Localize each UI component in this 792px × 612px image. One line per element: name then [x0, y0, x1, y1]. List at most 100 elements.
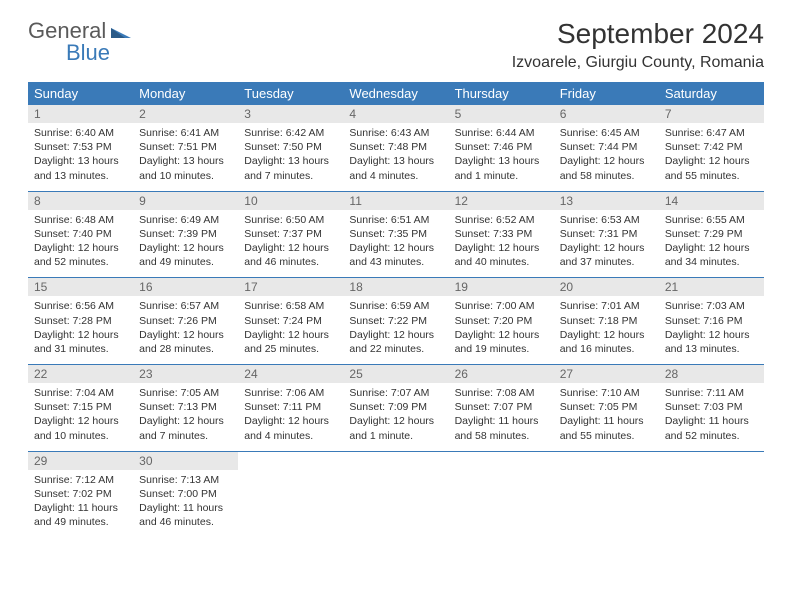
title-block: September 2024 Izvoarele, Giurgiu County… [512, 18, 764, 72]
logo: General Blue [28, 18, 131, 66]
sunrise-text: Sunrise: 6:40 AM [34, 126, 127, 140]
day-info [343, 470, 448, 538]
day-info: Sunrise: 6:44 AMSunset: 7:46 PMDaylight:… [449, 123, 554, 191]
day-info: Sunrise: 7:04 AMSunset: 7:15 PMDaylight:… [28, 383, 133, 451]
day-info: Sunrise: 7:01 AMSunset: 7:18 PMDaylight:… [554, 296, 659, 364]
week-numrow: 891011121314 [28, 191, 764, 210]
sunset-text: Sunset: 7:33 PM [455, 227, 548, 241]
sunrise-text: Sunrise: 6:59 AM [349, 299, 442, 313]
daylight-text: Daylight: 11 hours and 49 minutes. [34, 501, 127, 529]
day-info: Sunrise: 7:07 AMSunset: 7:09 PMDaylight:… [343, 383, 448, 451]
sunrise-text: Sunrise: 6:58 AM [244, 299, 337, 313]
day-info: Sunrise: 6:48 AMSunset: 7:40 PMDaylight:… [28, 210, 133, 278]
daylight-text: Daylight: 12 hours and 16 minutes. [560, 328, 653, 356]
daylight-text: Daylight: 11 hours and 46 minutes. [139, 501, 232, 529]
daylight-text: Daylight: 13 hours and 7 minutes. [244, 154, 337, 182]
sunset-text: Sunset: 7:20 PM [455, 314, 548, 328]
dayhead-tue: Tuesday [238, 82, 343, 105]
sunset-text: Sunset: 7:11 PM [244, 400, 337, 414]
day-number: 11 [343, 191, 448, 210]
day-info: Sunrise: 6:41 AMSunset: 7:51 PMDaylight:… [133, 123, 238, 191]
daylight-text: Daylight: 12 hours and 49 minutes. [139, 241, 232, 269]
sunset-text: Sunset: 7:51 PM [139, 140, 232, 154]
day-info [449, 470, 554, 538]
sunset-text: Sunset: 7:37 PM [244, 227, 337, 241]
sunrise-text: Sunrise: 6:47 AM [665, 126, 758, 140]
daylight-text: Daylight: 12 hours and 52 minutes. [34, 241, 127, 269]
logo-text-block: General Blue [28, 18, 131, 66]
daylight-text: Daylight: 12 hours and 43 minutes. [349, 241, 442, 269]
day-number: 15 [28, 278, 133, 297]
daylight-text: Daylight: 13 hours and 4 minutes. [349, 154, 442, 182]
day-info: Sunrise: 6:42 AMSunset: 7:50 PMDaylight:… [238, 123, 343, 191]
daylight-text: Daylight: 12 hours and 4 minutes. [244, 414, 337, 442]
day-number: 2 [133, 105, 238, 123]
calendar-body: 1234567 Sunrise: 6:40 AMSunset: 7:53 PM Da… [28, 105, 764, 537]
sunset-text: Sunset: 7:24 PM [244, 314, 337, 328]
dayhead-sun: Sunday [28, 82, 133, 105]
sunrise-text: Sunrise: 7:10 AM [560, 386, 653, 400]
week-numrow: 1234567 [28, 105, 764, 123]
day-info: Sunrise: 6:49 AMSunset: 7:39 PMDaylight:… [133, 210, 238, 278]
sunrise-text: Sunrise: 6:57 AM [139, 299, 232, 313]
sunrise-text: Sunrise: 6:50 AM [244, 213, 337, 227]
day-number: 28 [659, 365, 764, 384]
sunrise-text: Sunrise: 6:53 AM [560, 213, 653, 227]
sunset-text: Sunset: 7:35 PM [349, 227, 442, 241]
sunset-text: Sunset: 7:44 PM [560, 140, 653, 154]
daylight-text: Daylight: 13 hours and 10 minutes. [139, 154, 232, 182]
day-number [449, 451, 554, 470]
daylight-text: Daylight: 12 hours and 34 minutes. [665, 241, 758, 269]
week-inforow: Sunrise: 7:12 AMSunset: 7:02 PMDaylight:… [28, 470, 764, 538]
sunset-text: Sunset: 7:39 PM [139, 227, 232, 241]
sunrise-text: Sunrise: 6:42 AM [244, 126, 337, 140]
day-info: Sunrise: 6:52 AMSunset: 7:33 PMDaylight:… [449, 210, 554, 278]
sunset-text: Sunset: 7:50 PM [244, 140, 337, 154]
day-number: 8 [28, 191, 133, 210]
daylight-text: Daylight: 12 hours and 25 minutes. [244, 328, 337, 356]
day-info: Sunrise: 6:45 AMSunset: 7:44 PMDaylight:… [554, 123, 659, 191]
day-info: Sunrise: 7:12 AMSunset: 7:02 PMDaylight:… [28, 470, 133, 538]
sunset-text: Sunset: 7:53 PM [34, 140, 127, 154]
day-number: 5 [449, 105, 554, 123]
sunset-text: Sunset: 7:26 PM [139, 314, 232, 328]
daylight-text: Daylight: 12 hours and 55 minutes. [665, 154, 758, 182]
day-number: 23 [133, 365, 238, 384]
sunset-text: Sunset: 7:42 PM [665, 140, 758, 154]
day-number: 27 [554, 365, 659, 384]
day-info: Sunrise: 6:58 AMSunset: 7:24 PMDaylight:… [238, 296, 343, 364]
location: Izvoarele, Giurgiu County, Romania [512, 54, 764, 72]
sunrise-text: Sunrise: 6:55 AM [665, 213, 758, 227]
day-info: Sunrise: 6:47 AMSunset: 7:42 PMDaylight:… [659, 123, 764, 191]
day-number: 12 [449, 191, 554, 210]
sunset-text: Sunset: 7:31 PM [560, 227, 653, 241]
daylight-text: Daylight: 11 hours and 52 minutes. [665, 414, 758, 442]
sunset-text: Sunset: 7:07 PM [455, 400, 548, 414]
sunset-text: Sunset: 7:46 PM [455, 140, 548, 154]
daylight-text: Daylight: 12 hours and 37 minutes. [560, 241, 653, 269]
daylight-text: Daylight: 12 hours and 28 minutes. [139, 328, 232, 356]
day-number: 22 [28, 365, 133, 384]
daylight-text: Daylight: 12 hours and 10 minutes. [34, 414, 127, 442]
day-info: Sunrise: 7:08 AMSunset: 7:07 PMDaylight:… [449, 383, 554, 451]
sunrise-text: Sunrise: 7:08 AM [455, 386, 548, 400]
sunrise-text: Sunrise: 6:43 AM [349, 126, 442, 140]
week-numrow: 15161718192021 [28, 278, 764, 297]
sunrise-text: Sunrise: 6:56 AM [34, 299, 127, 313]
day-number: 16 [133, 278, 238, 297]
day-info: Sunrise: 7:13 AMSunset: 7:00 PMDaylight:… [133, 470, 238, 538]
day-info: Sunrise: 6:59 AMSunset: 7:22 PMDaylight:… [343, 296, 448, 364]
week-inforow: Sunrise: 6:40 AMSunset: 7:53 PM Daylight:… [28, 123, 764, 191]
dayhead-fri: Friday [554, 82, 659, 105]
day-info: Sunrise: 7:05 AMSunset: 7:13 PMDaylight:… [133, 383, 238, 451]
sunset-text: Sunset: 7:29 PM [665, 227, 758, 241]
week-numrow: 22232425262728 [28, 365, 764, 384]
sunrise-text: Sunrise: 7:03 AM [665, 299, 758, 313]
day-number: 19 [449, 278, 554, 297]
sunrise-text: Sunrise: 6:52 AM [455, 213, 548, 227]
day-info: Sunrise: 7:06 AMSunset: 7:11 PMDaylight:… [238, 383, 343, 451]
logo-blue: Blue [66, 40, 131, 66]
week-inforow: Sunrise: 7:04 AMSunset: 7:15 PMDaylight:… [28, 383, 764, 451]
day-info: Sunrise: 6:56 AMSunset: 7:28 PMDaylight:… [28, 296, 133, 364]
week-inforow: Sunrise: 6:56 AMSunset: 7:28 PMDaylight:… [28, 296, 764, 364]
